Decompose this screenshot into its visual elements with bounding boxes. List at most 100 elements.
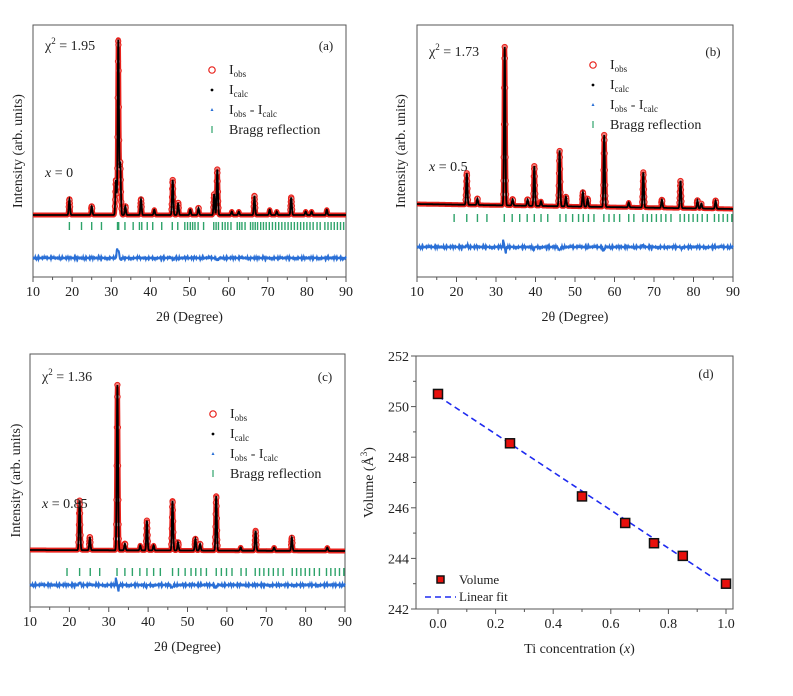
iobs-minus-icalc-series (416, 239, 734, 254)
x-tick-label: 30 (102, 615, 116, 630)
x-tick-label: 80 (300, 285, 314, 300)
xrd-panel-b: 10 20 30 40 50 60 70 80 90 2θ (Degree) Intensity (… (394, 24, 740, 325)
x-axis-label: Ti concentration (x) (524, 642, 635, 657)
x-axis-variable: x (623, 642, 631, 657)
legend-text: Bragg reflection (229, 123, 320, 138)
legend-label: Icalc (610, 78, 629, 94)
composition-value: = 0 (51, 166, 73, 181)
x-tick-label: 90 (338, 615, 352, 630)
composition-variable: x (44, 166, 52, 181)
volume-point (576, 491, 588, 502)
bragg-reflection-series (68, 222, 345, 230)
iobs-legend-marker (208, 66, 216, 74)
linear-fit-line (437, 395, 727, 587)
legend-label: Iobs (229, 63, 247, 79)
x-tick-label: 80 (687, 285, 701, 300)
x-tick-label: 30 (104, 285, 118, 300)
x-tick-label: 60 (222, 285, 236, 300)
x-tick-label: 70 (647, 285, 661, 300)
iobs-legend-marker (589, 61, 597, 69)
legend-label-volume: Volume (459, 572, 499, 587)
x-tick-label: 1.0 (717, 617, 735, 632)
x-tick-label: 0.6 (602, 617, 620, 632)
y-axis-label-text: Volume (Å (361, 455, 377, 517)
iobs-series (75, 381, 296, 549)
legend-text: I (610, 98, 615, 113)
x-tick-label: 50 (183, 285, 197, 300)
volume-point (648, 537, 660, 549)
panel-label: (b) (705, 44, 720, 59)
volume-legend-marker (436, 575, 445, 584)
x-tick-label: 50 (568, 285, 582, 300)
y-axis-label-end: ) (362, 447, 377, 452)
y-tick-label: 244 (388, 552, 409, 567)
legend-text: I (229, 83, 234, 98)
x-tick-label: 70 (259, 615, 273, 630)
x-tick-label: 80 (299, 615, 313, 630)
legend-subscript: calc (615, 84, 629, 94)
x-axis-label: 2θ (Degree) (542, 310, 609, 325)
chi-exponent: 2 (48, 367, 53, 377)
chi-value: = 1.95 (56, 39, 95, 54)
chi-exponent: 2 (435, 42, 440, 52)
x-tick-label: 0.0 (429, 617, 447, 632)
icalc-legend-marker (211, 432, 215, 436)
x-tick-label: 20 (450, 285, 464, 300)
legend-subscript: calc (263, 109, 277, 119)
legend-label: Bragg reflection (229, 123, 320, 138)
x-tick-label: 90 (339, 285, 353, 300)
x-axis-label: 2θ (Degree) (156, 310, 223, 325)
legend-label: Iobs - Icalc (230, 447, 278, 463)
x-tick-label: 60 (220, 615, 234, 630)
x-tick-label: 40 (143, 285, 157, 300)
composition-label: x = 0.85 (41, 497, 88, 512)
x-tick-label: 10 (26, 285, 40, 300)
composition-variable: x (41, 497, 49, 512)
legend-text: I (229, 103, 234, 118)
legend-text: I (230, 447, 235, 462)
bragg-reflection-series (66, 568, 345, 576)
legend-label-linear-fit: Linear fit (459, 589, 508, 604)
icalc-series (417, 46, 733, 210)
x-tick-label: 0.4 (544, 617, 562, 632)
x-tick-label: 60 (608, 285, 622, 300)
y-axis-label: Intensity (arb. units) (11, 94, 26, 208)
y-tick-label: 242 (388, 603, 409, 618)
x-tick-label: 10 (410, 285, 424, 300)
iobs-minus-icalc-series (29, 577, 346, 592)
icalc-series (30, 384, 345, 552)
legend-label: Bragg reflection (230, 467, 321, 482)
legend-subscript: obs (615, 104, 628, 114)
x-tick-label: 50 (181, 615, 195, 630)
composition-label: x = 0 (44, 166, 73, 181)
volume-point (504, 438, 516, 449)
y-axis-label: Intensity (arb. units) (9, 423, 24, 537)
legend-subscript: obs (615, 64, 628, 74)
chi-symbol: χ (428, 45, 436, 60)
composition-variable: x (428, 160, 436, 175)
composition-label: x = 0.5 (428, 160, 468, 175)
legend: Volume Linear fit (425, 572, 508, 604)
legend-text: I (610, 78, 615, 93)
composition-value: = 0.85 (48, 497, 87, 512)
legend-subscript: obs (234, 69, 247, 79)
x-tick-label: 40 (141, 615, 155, 630)
legend-label: Iobs - Icalc (610, 98, 658, 114)
chi-squared-label: χ2 = 1.73 (428, 42, 479, 60)
x-tick-label: 40 (529, 285, 543, 300)
legend-subscript: calc (644, 104, 658, 114)
iobs-legend-marker (209, 410, 217, 418)
legend-label: Icalc (230, 427, 249, 443)
y-tick-label: 250 (388, 401, 409, 416)
y-tick-label: 246 (388, 502, 409, 517)
icalc-legend-marker (210, 88, 214, 92)
legend-text: - I (246, 103, 263, 118)
volume-panel-d: 0.0 0.2 0.4 0.6 0.8 1.0 242 244 246 248 250 252 Ti c… (359, 350, 735, 657)
legend-subscript: calc (234, 89, 248, 99)
panel-label: (a) (319, 38, 333, 53)
legend-label: Iobs - Icalc (229, 103, 277, 119)
